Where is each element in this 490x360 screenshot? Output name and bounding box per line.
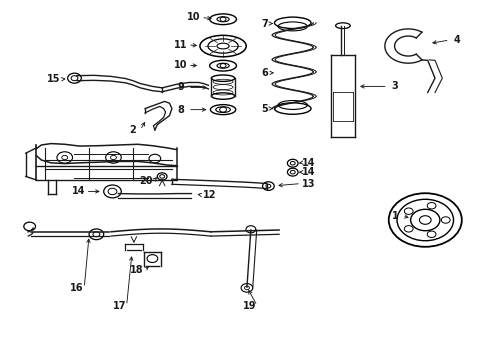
Text: 14: 14	[72, 186, 85, 197]
Text: 4: 4	[454, 35, 460, 45]
Text: 10: 10	[174, 60, 188, 70]
Text: 9: 9	[177, 82, 184, 93]
Text: 17: 17	[113, 301, 126, 311]
Text: 13: 13	[301, 179, 315, 189]
Text: 12: 12	[203, 190, 216, 200]
Text: 19: 19	[243, 301, 257, 311]
Text: 16: 16	[70, 283, 84, 293]
Text: 15: 15	[47, 74, 61, 84]
Text: 3: 3	[392, 81, 398, 91]
Text: 20: 20	[139, 176, 153, 186]
Text: 14: 14	[301, 158, 315, 168]
Text: 18: 18	[130, 265, 144, 275]
Text: 14: 14	[301, 167, 315, 177]
Text: 11: 11	[174, 40, 188, 50]
Text: 1: 1	[392, 211, 398, 221]
Text: 10: 10	[187, 13, 200, 22]
Text: 2: 2	[129, 125, 136, 135]
Text: 5: 5	[261, 104, 268, 113]
Text: 8: 8	[177, 105, 184, 114]
Text: 6: 6	[261, 68, 268, 78]
Text: 7: 7	[261, 18, 268, 28]
